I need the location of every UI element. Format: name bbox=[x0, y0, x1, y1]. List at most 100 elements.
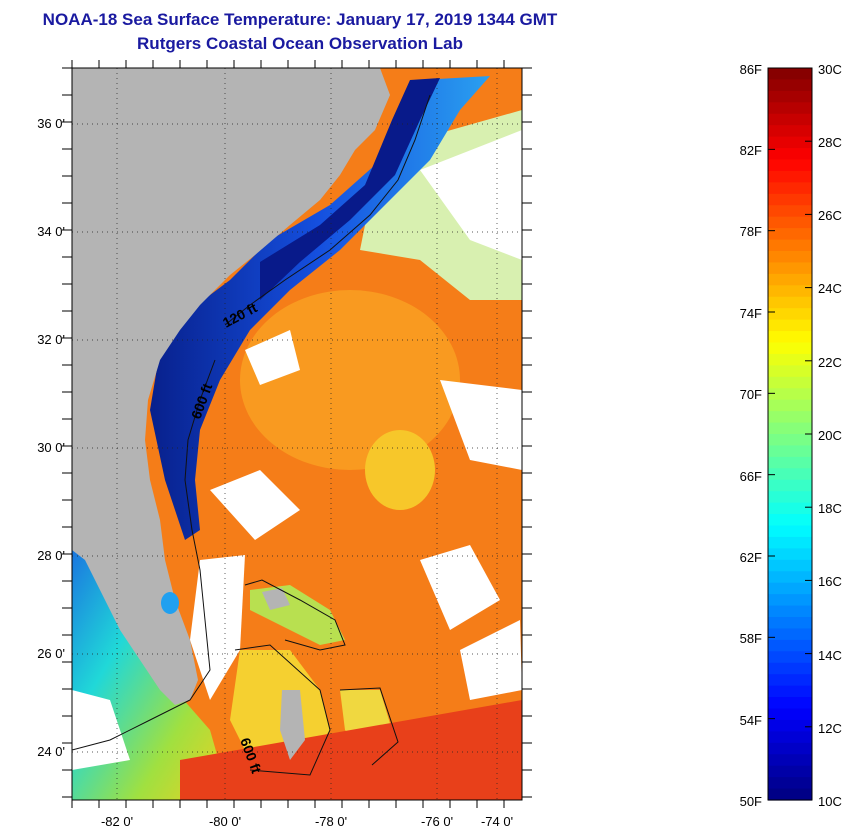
lat-label: 24 0' bbox=[37, 744, 65, 759]
map-frame bbox=[71, 67, 523, 801]
colorbar-label-f: 78F bbox=[740, 224, 762, 239]
cloud-patch bbox=[460, 620, 522, 700]
colorbar-band bbox=[768, 582, 812, 595]
colorbar-band bbox=[768, 605, 812, 618]
cloud-patch bbox=[420, 545, 500, 630]
lat-label: 32 0' bbox=[37, 332, 65, 347]
colorbar-band bbox=[768, 742, 812, 755]
contour-bank bbox=[234, 644, 331, 776]
colorbar-band bbox=[768, 136, 812, 149]
colorbar-band bbox=[768, 388, 812, 401]
colorbar-label-f: 62F bbox=[740, 550, 762, 565]
colorbar-band bbox=[768, 685, 812, 698]
colorbar-band bbox=[768, 502, 812, 515]
colorbar-band bbox=[768, 674, 812, 687]
lat-label: 30 0' bbox=[37, 440, 65, 455]
colorbar-band bbox=[768, 90, 812, 103]
colorbar-band bbox=[768, 193, 812, 206]
map-subtitle: Rutgers Coastal Ocean Observation Lab bbox=[137, 34, 463, 53]
colorbar-band bbox=[768, 273, 812, 286]
colorbar-band bbox=[768, 777, 812, 790]
colorbar-band bbox=[768, 68, 812, 81]
lon-label: -74 0' bbox=[481, 814, 513, 829]
colorbar-band bbox=[768, 731, 812, 744]
colorbar-band bbox=[768, 102, 812, 115]
colorbar-band bbox=[768, 651, 812, 664]
colorbar-band bbox=[768, 788, 812, 801]
colorbar-band bbox=[768, 479, 812, 492]
colorbar-band bbox=[768, 594, 812, 607]
cold-shelf-water bbox=[150, 76, 490, 540]
colorbar-band bbox=[768, 491, 812, 504]
colorbar-band bbox=[768, 765, 812, 778]
map-title: NOAA-18 Sea Surface Temperature: January… bbox=[42, 10, 558, 29]
colorbar-band bbox=[768, 411, 812, 424]
colorbar-band bbox=[768, 182, 812, 195]
colorbar-band bbox=[768, 148, 812, 161]
colorbar-label-f: 66F bbox=[740, 469, 762, 484]
colorbar-ticks bbox=[768, 67, 812, 801]
contour-600ft bbox=[72, 359, 216, 751]
colorbar-label-c: 16C bbox=[818, 574, 842, 589]
colorbar-label-c: 24C bbox=[818, 281, 842, 296]
lon-label: -80 0' bbox=[209, 814, 241, 829]
warm-eddy bbox=[240, 290, 460, 470]
lat-label: 26 0' bbox=[37, 646, 65, 661]
lon-label: -82 0' bbox=[101, 814, 133, 829]
lat-label: 36 0' bbox=[37, 116, 65, 131]
colorbar-label-f: 86F bbox=[740, 62, 762, 77]
map-panel bbox=[72, 68, 522, 800]
colorbar-band bbox=[768, 79, 812, 92]
colorbar-label-f: 74F bbox=[740, 306, 762, 321]
colorbar-band bbox=[768, 434, 812, 447]
colorbar-band bbox=[768, 319, 812, 332]
colorbar-band bbox=[768, 170, 812, 183]
cloud-patch bbox=[440, 380, 522, 470]
colorbar-label-c: 12C bbox=[818, 721, 842, 736]
colorbar-band bbox=[768, 697, 812, 710]
colorbar-band bbox=[768, 559, 812, 572]
colorbar-band bbox=[768, 536, 812, 549]
colorbar-label-c: 14C bbox=[818, 648, 842, 663]
colorbar-band bbox=[768, 239, 812, 252]
cloud-patch bbox=[72, 690, 130, 770]
colorbar-label-f: 82F bbox=[740, 143, 762, 158]
colorbar-band bbox=[768, 548, 812, 561]
colorbar-band bbox=[768, 468, 812, 481]
contour-bank bbox=[339, 687, 399, 766]
colorbar-label-f: 54F bbox=[740, 713, 762, 728]
colorbar-band bbox=[768, 353, 812, 366]
colorbar-label-f: 50F bbox=[740, 794, 762, 809]
colorbar-band bbox=[768, 399, 812, 412]
colorbar-band bbox=[768, 628, 812, 641]
colorbar-label-c: 10C bbox=[818, 794, 842, 809]
colorbar-band bbox=[768, 617, 812, 630]
warm-spot bbox=[365, 430, 435, 510]
colorbar-band bbox=[768, 296, 812, 309]
colorbar-label-c: 18C bbox=[818, 501, 842, 516]
lat-label: 28 0' bbox=[37, 548, 65, 563]
colorbar-band bbox=[768, 113, 812, 126]
cloud-patch bbox=[190, 555, 245, 700]
colorbar-band bbox=[768, 754, 812, 767]
cloud-patch bbox=[210, 470, 300, 540]
colorbar-band bbox=[768, 308, 812, 321]
colorbar-band bbox=[768, 365, 812, 378]
lon-label: -76 0' bbox=[421, 814, 453, 829]
axis-ticks bbox=[62, 60, 532, 808]
colorbar-label-f: 58F bbox=[740, 631, 762, 646]
colorbar-band bbox=[768, 639, 812, 652]
colorbar-band bbox=[768, 216, 812, 229]
colorbar-band bbox=[768, 376, 812, 389]
colorbar-label-c: 20C bbox=[818, 428, 842, 443]
colorbar-band bbox=[768, 228, 812, 241]
colorbar-band bbox=[768, 285, 812, 298]
colorbar-band bbox=[768, 159, 812, 172]
colorbar-band bbox=[768, 571, 812, 584]
colorbar-label-c: 30C bbox=[818, 62, 842, 77]
lake-okeechobee bbox=[161, 592, 179, 614]
colorbar-band bbox=[768, 719, 812, 732]
colorbar-band bbox=[768, 262, 812, 275]
lon-label: -78 0' bbox=[315, 814, 347, 829]
inner-shelf bbox=[260, 78, 440, 300]
